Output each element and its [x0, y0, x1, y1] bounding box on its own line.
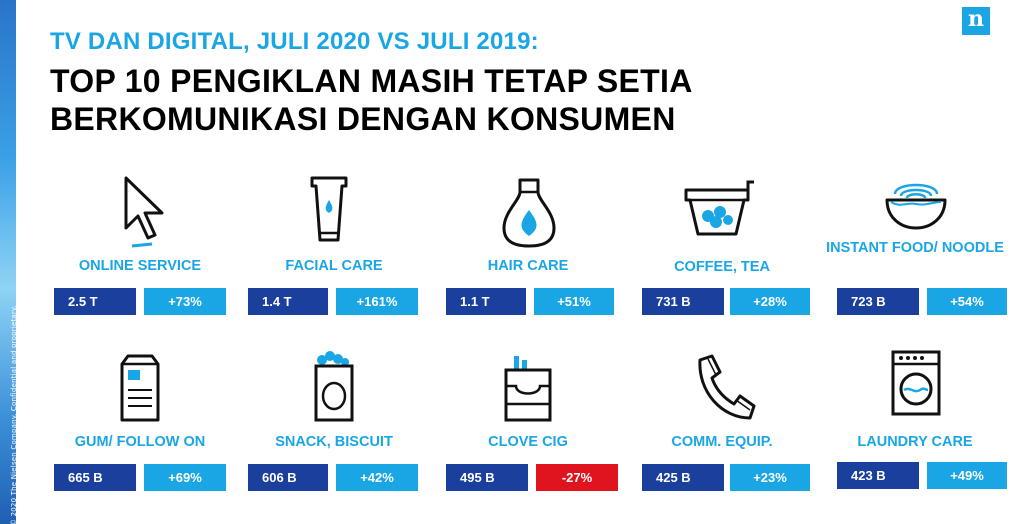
change-badge-negative: -27% [536, 464, 618, 491]
coffee-capsule-icon [622, 172, 822, 252]
legal-text: © 2020 The Nielsen Company. Confidential… [10, 305, 18, 524]
spend-value: 723 B [837, 288, 919, 315]
change-badge: +73% [144, 288, 226, 315]
category-card-gum: GUM/ FOLLOW ON 665 B +69% [40, 346, 240, 511]
change-badge: +49% [927, 462, 1007, 489]
spend-value: 423 B [837, 462, 919, 489]
spend-value: 2.5 T [54, 288, 136, 315]
page-title: TOP 10 PENGIKLAN MASIH TETAP SETIA BERKO… [50, 62, 870, 138]
cigarette-pack-icon [428, 346, 628, 426]
category-label: COFFEE, TEA [674, 259, 770, 275]
change-badge: +54% [927, 288, 1007, 315]
category-card-instant-food: INSTANT FOOD/ NOODLE 723 B +54% [815, 172, 1015, 337]
snack-bag-icon [234, 346, 434, 426]
tube-icon [234, 172, 434, 252]
spend-value: 495 B [446, 464, 528, 491]
category-label: GUM/ FOLLOW ON [74, 434, 206, 450]
category-card-online-service: ONLINE SERVICE 2.5 T +73% [40, 172, 240, 337]
washing-machine-icon [815, 346, 1015, 426]
category-card-clove-cig: CLOVE CIG 495 B -27% [428, 346, 628, 511]
category-label: HAIR CARE [487, 258, 569, 274]
milk-carton-icon [40, 346, 240, 426]
phone-handset-icon [622, 346, 822, 426]
category-label: INSTANT FOOD/ NOODLE [826, 240, 1004, 256]
change-badge: +28% [730, 288, 810, 315]
change-badge: +51% [534, 288, 614, 315]
category-label: LAUNDRY CARE [857, 434, 973, 450]
category-label: CLOVE CIG [488, 434, 568, 450]
category-label: SNACK, BISCUIT [275, 434, 393, 450]
edge-strip [0, 0, 16, 524]
spend-value: 606 B [248, 464, 328, 491]
category-label: COMM. EQUIP. [671, 434, 773, 450]
category-label: FACIAL CARE [285, 258, 383, 274]
spend-value: 731 B [642, 288, 724, 315]
category-card-snack: SNACK, BISCUIT 606 B +42% [234, 346, 434, 511]
category-card-comm-equip: COMM. EQUIP. 425 B +23% [622, 346, 822, 511]
category-card-hair-care: HAIR CARE 1.1 T +51% [428, 172, 628, 337]
shampoo-bottle-icon [428, 172, 628, 252]
spend-value: 1.4 T [248, 288, 328, 315]
cursor-icon [40, 172, 240, 252]
noodle-bowl-icon [815, 172, 1015, 252]
category-label: ONLINE SERVICE [78, 258, 202, 274]
change-badge: +42% [336, 464, 418, 491]
nielsen-logo: n [962, 7, 990, 35]
category-card-coffee-tea: COFFEE, TEA 731 B +28% [622, 172, 822, 337]
change-badge: +69% [144, 464, 226, 491]
spend-value: 1.1 T [446, 288, 526, 315]
title-line-2: BERKOMUNIKASI DENGAN KONSUMEN [50, 101, 676, 137]
page-subtitle: TV DAN DIGITAL, JULI 2020 VS JULI 2019: [50, 28, 539, 55]
change-badge: +161% [336, 288, 418, 315]
change-badge: +23% [730, 464, 810, 491]
spend-value: 665 B [54, 464, 136, 491]
category-card-facial-care: FACIAL CARE 1.4 T +161% [234, 172, 434, 337]
spend-value: 425 B [642, 464, 724, 491]
category-card-laundry-care: LAUNDRY CARE 423 B +49% [815, 346, 1015, 511]
title-line-1: TOP 10 PENGIKLAN MASIH TETAP SETIA [50, 63, 693, 99]
